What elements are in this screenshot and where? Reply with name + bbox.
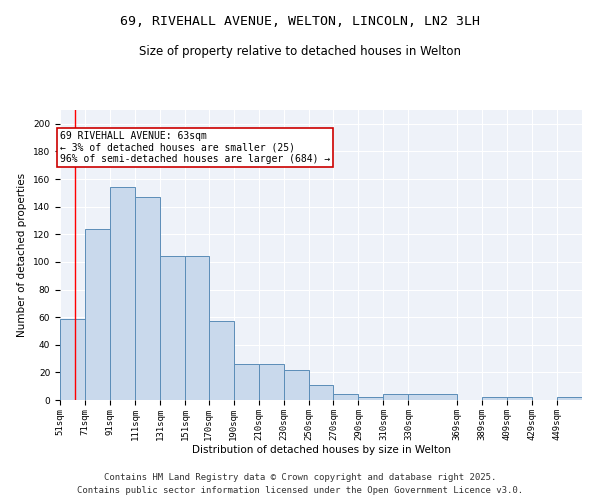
Bar <box>233 364 259 400</box>
Text: 69, RIVEHALL AVENUE, WELTON, LINCOLN, LN2 3LH: 69, RIVEHALL AVENUE, WELTON, LINCOLN, LN… <box>120 15 480 28</box>
Text: Contains HM Land Registry data © Crown copyright and database right 2025.
Contai: Contains HM Land Registry data © Crown c… <box>77 474 523 495</box>
Bar <box>482 397 507 400</box>
Bar <box>557 397 582 400</box>
Bar <box>135 197 160 400</box>
Bar <box>383 394 409 400</box>
Bar <box>284 370 308 400</box>
Bar <box>334 394 358 400</box>
Text: Size of property relative to detached houses in Welton: Size of property relative to detached ho… <box>139 45 461 58</box>
Bar <box>209 322 233 400</box>
Y-axis label: Number of detached properties: Number of detached properties <box>17 173 28 337</box>
Text: 69 RIVEHALL AVENUE: 63sqm
← 3% of detached houses are smaller (25)
96% of semi-d: 69 RIVEHALL AVENUE: 63sqm ← 3% of detach… <box>60 130 330 164</box>
Bar <box>259 364 284 400</box>
Bar <box>85 229 110 400</box>
Bar <box>60 318 85 400</box>
Bar <box>308 385 334 400</box>
X-axis label: Distribution of detached houses by size in Welton: Distribution of detached houses by size … <box>191 446 451 456</box>
Bar <box>185 256 209 400</box>
Bar <box>409 394 457 400</box>
Bar <box>160 256 185 400</box>
Bar <box>358 397 383 400</box>
Bar <box>110 188 135 400</box>
Bar <box>507 397 532 400</box>
